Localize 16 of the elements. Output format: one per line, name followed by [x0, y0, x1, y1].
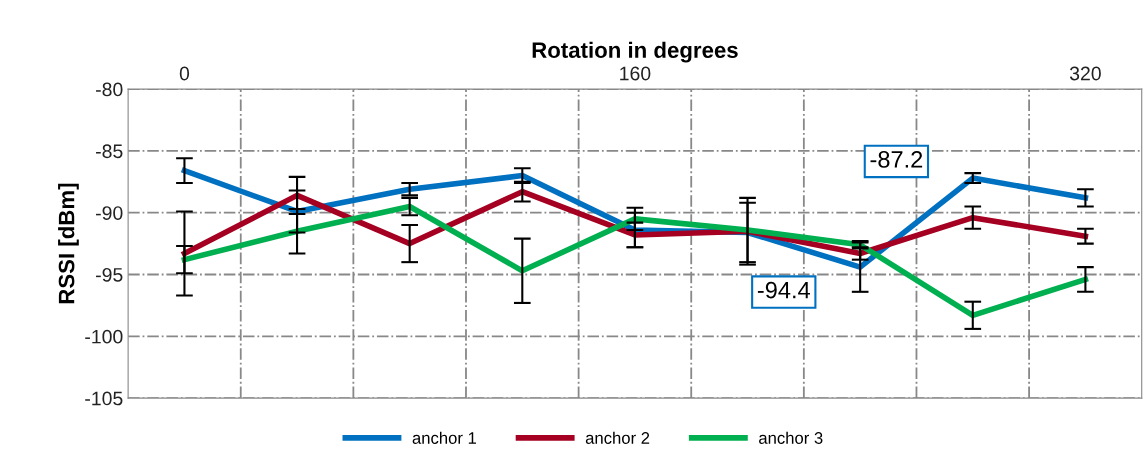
y-tick-label: -100: [85, 329, 123, 344]
x-tick-label: 320: [1069, 66, 1101, 81]
x-tick-label: 0: [179, 66, 190, 81]
y-axis-title: RSSI [dBm]: [58, 183, 79, 304]
annotation: -94.4: [757, 281, 810, 299]
annotation: -87.2: [870, 151, 923, 168]
x-tick-label: 160: [620, 66, 651, 81]
y-tick-label: -105: [85, 391, 123, 406]
y-tick-label: -80: [96, 82, 123, 97]
legend-label: anchor 3: [759, 431, 823, 444]
y-tick-label: -95: [96, 267, 123, 282]
y-tick-label: -85: [96, 144, 123, 159]
legend-label: anchor 2: [585, 431, 650, 444]
y-tick-label: -90: [96, 206, 123, 220]
x-axis-title: Rotation in degrees: [532, 41, 738, 63]
legend-label: anchor 1: [412, 431, 477, 444]
